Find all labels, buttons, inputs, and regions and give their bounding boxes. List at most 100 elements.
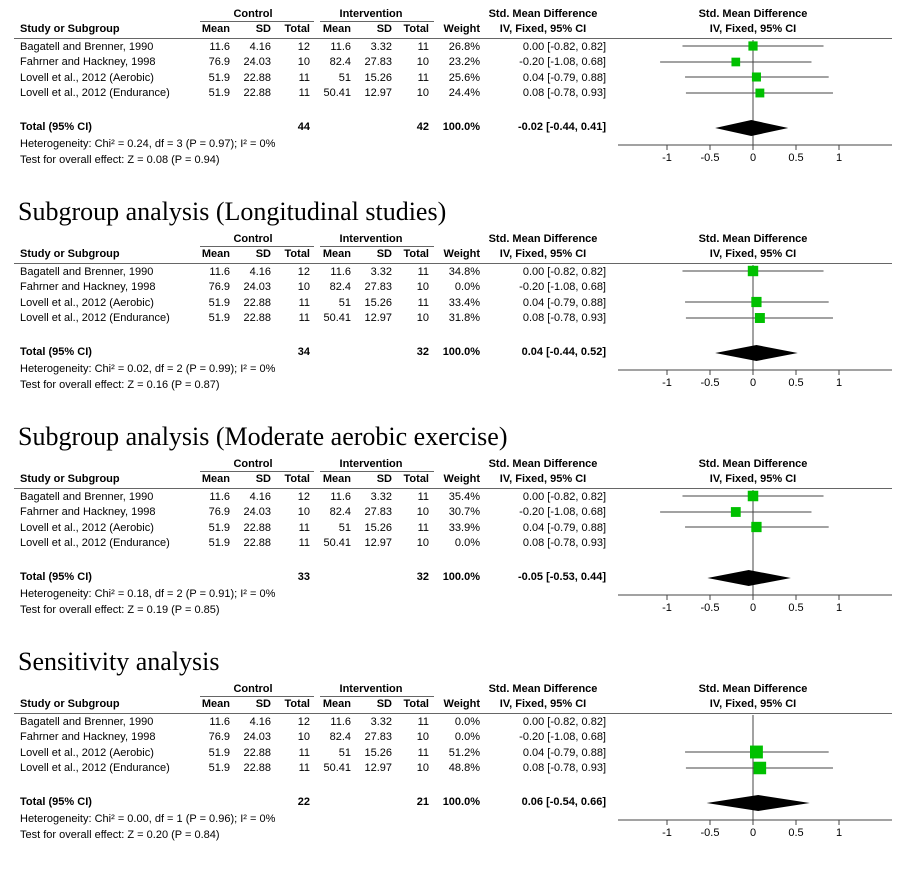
smd-method-header: IV, Fixed, 95% CI [499, 248, 587, 260]
total-intervention-n: 32 [416, 571, 429, 583]
x-tick-label: -1 [662, 827, 672, 839]
control-mean: 11.6 [209, 266, 230, 278]
control-sd: 22.88 [243, 522, 271, 534]
intervention-header: Intervention [339, 233, 403, 245]
forest-plot: -1 -0.5 0 0.5 1 [618, 715, 892, 839]
smd-header: Std. Mean Difference [488, 8, 598, 20]
study-name: Fahrner and Hackney, 1998 [20, 506, 156, 518]
plot-header: Std. Mean Difference [698, 233, 808, 245]
study-weight: 35.4% [448, 491, 480, 503]
study-smd-ci: 0.08 [-0.78, 0.93] [522, 762, 606, 774]
total-header: Total [403, 23, 429, 35]
total-header: Total [284, 23, 310, 35]
total-weight: 100.0% [442, 121, 480, 133]
total-smd-ci: 0.04 [-0.44, 0.52] [521, 346, 606, 358]
intervention-sd: 3.32 [370, 716, 392, 728]
intervention-sd: 12.97 [364, 312, 392, 324]
control-total: 12 [297, 41, 310, 53]
control-total: 11 [298, 762, 310, 774]
mean-header: Mean [322, 23, 351, 35]
x-tick-label: 0.5 [788, 827, 803, 839]
control-mean: 51.9 [208, 747, 230, 759]
total-label: Total (95% CI) [20, 346, 92, 358]
intervention-mean: 50.41 [323, 312, 351, 324]
intervention-total: 11 [417, 522, 429, 534]
intervention-underline [320, 471, 434, 472]
intervention-sd: 15.26 [364, 747, 392, 759]
control-total: 11 [298, 747, 310, 759]
section-title: Subgroup analysis (Moderate aerobic exer… [18, 422, 508, 451]
intervention-sd: 12.97 [364, 762, 392, 774]
pooled-diamond [706, 795, 810, 811]
x-tick-label: 1 [836, 602, 842, 614]
intervention-total: 11 [417, 747, 429, 759]
control-sd: 22.88 [243, 312, 271, 324]
total-weight: 100.0% [442, 796, 480, 808]
intervention-sd: 27.83 [364, 506, 392, 518]
intervention-total: 11 [417, 297, 429, 309]
control-total: 12 [297, 716, 310, 728]
x-tick-label: 1 [836, 827, 842, 839]
x-tick-label: -0.5 [701, 377, 720, 389]
control-mean: 51.9 [208, 762, 230, 774]
intervention-total: 10 [416, 731, 429, 743]
control-sd: 24.03 [243, 281, 271, 293]
study-smd-ci: 0.04 [-0.79, 0.88] [522, 522, 606, 534]
sd-header: SD [255, 248, 271, 260]
intervention-mean: 50.41 [323, 87, 351, 99]
intervention-sd: 3.32 [370, 491, 392, 503]
study-name: Lovell et al., 2012 (Aerobic) [20, 747, 154, 759]
intervention-mean: 82.4 [329, 506, 351, 518]
control-total: 11 [298, 87, 310, 99]
mean-header: Mean [322, 473, 351, 485]
control-total: 10 [297, 731, 310, 743]
forest-panel-1: Control Intervention Std. Mean Difference S… [0, 4, 911, 214]
section-title: Sensitivity analysis [18, 647, 220, 676]
control-underline [200, 696, 314, 697]
control-underline [200, 21, 314, 22]
section-title: Subgroup analysis (Longitudinal studies) [18, 197, 447, 226]
intervention-sd: 15.26 [364, 72, 392, 84]
heterogeneity-text: Heterogeneity: Chi² = 0.02, df = 2 (P = … [20, 363, 276, 375]
study-smd-ci: 0.00 [-0.82, 0.82] [522, 716, 606, 728]
overall-effect-text: Test for overall effect: Z = 0.19 (P = 0… [20, 604, 220, 616]
sd-header: SD [376, 248, 392, 260]
study-name: Fahrner and Hackney, 1998 [20, 281, 156, 293]
study-smd-ci: -0.20 [-1.08, 0.68] [519, 506, 606, 518]
study-name: Bagatell and Brenner, 1990 [20, 41, 154, 53]
intervention-total: 10 [416, 537, 429, 549]
control-underline [200, 246, 314, 247]
x-tick-label: 1 [836, 377, 842, 389]
study-name: Bagatell and Brenner, 1990 [20, 491, 154, 503]
control-sd: 22.88 [243, 537, 271, 549]
total-weight: 100.0% [442, 346, 480, 358]
intervention-sd: 3.32 [370, 266, 392, 278]
sd-header: SD [376, 698, 392, 710]
x-tick-label: -0.5 [701, 602, 720, 614]
header-divider [14, 488, 892, 489]
intervention-total: 10 [416, 762, 429, 774]
heterogeneity-text: Heterogeneity: Chi² = 0.24, df = 3 (P = … [20, 138, 276, 150]
control-header: Control [233, 8, 273, 20]
control-total: 11 [298, 297, 310, 309]
control-mean: 76.9 [208, 281, 230, 293]
pooled-diamond [715, 120, 789, 136]
effect-marker [755, 88, 765, 98]
x-tick-label: 0 [750, 152, 756, 164]
study-name: Bagatell and Brenner, 1990 [20, 716, 154, 728]
control-mean: 76.9 [208, 731, 230, 743]
x-tick-label: 0 [750, 377, 756, 389]
smd-header: Std. Mean Difference [488, 458, 598, 470]
smd-method-header: IV, Fixed, 95% CI [499, 473, 587, 485]
weight-header: Weight [443, 248, 480, 260]
header-divider [14, 263, 892, 264]
mean-header: Mean [201, 248, 230, 260]
control-total: 10 [297, 281, 310, 293]
x-tick-label: 0 [750, 827, 756, 839]
study-header: Study or Subgroup [20, 473, 120, 485]
total-control-n: 22 [297, 796, 310, 808]
total-header: Total [403, 473, 429, 485]
study-name: Fahrner and Hackney, 1998 [20, 731, 156, 743]
intervention-total: 11 [417, 41, 429, 53]
control-total: 12 [297, 266, 310, 278]
